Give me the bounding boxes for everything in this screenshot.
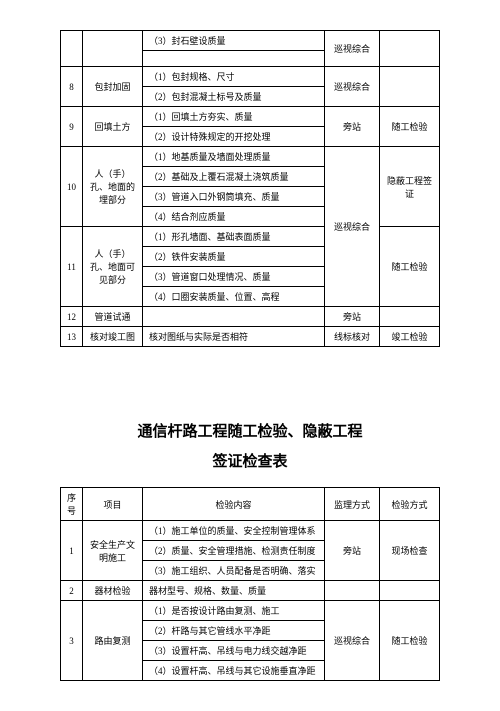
inspection-table-2: 序号 项目 检验内容 监理方式 检验方式 1 安全生产文明施工 （1）施工单位的… bbox=[60, 487, 440, 681]
content-cell: （3）管道窗口处理情况、质量 bbox=[143, 267, 325, 287]
method-cell: 旁站 bbox=[325, 521, 380, 581]
proj-cell: 核对竣工图 bbox=[83, 327, 143, 347]
proj-cell: 回填土方 bbox=[83, 107, 143, 147]
proj-cell: 器材检验 bbox=[83, 581, 143, 601]
proj-cell: 安全生产文明施工 bbox=[83, 521, 143, 581]
check-cell bbox=[380, 67, 440, 107]
row-num: 3 bbox=[61, 601, 83, 681]
content-cell: （2）杆路与其它管线水平净距 bbox=[143, 621, 325, 641]
content-cell: （3）设置杆高、吊线与电力线交越净距 bbox=[143, 641, 325, 661]
content-cell bbox=[143, 307, 325, 327]
method-cell: 巡视综合 bbox=[325, 601, 380, 681]
content-cell: （1）回填土方夯实、质量 bbox=[143, 107, 325, 127]
row-num: 9 bbox=[61, 107, 83, 147]
inspection-table-1b: 8 包封加固 （1）包封规格、尺寸 巡视综合 （2）包封混凝土标号及质量 9 回… bbox=[60, 66, 440, 347]
check-cell: 隐蔽工程签证 bbox=[380, 147, 440, 227]
row-num: 11 bbox=[61, 227, 83, 307]
content-cell: （1）施工单位的质量、安全控制管理体系 bbox=[143, 521, 325, 541]
method-cell: 旁站 bbox=[325, 307, 380, 327]
title-line-1: 通信杆路工程随工检验、隐蔽工程 bbox=[60, 417, 440, 447]
content-cell: （2）设计特殊规定的开挖处理 bbox=[143, 127, 325, 147]
content-cell: （1）形孔墙面、基础表面质量 bbox=[143, 227, 325, 247]
check-cell: 现场检查 bbox=[380, 521, 440, 581]
method-cell bbox=[325, 581, 380, 601]
method-cell: 线标核对 bbox=[325, 327, 380, 347]
row-num: 10 bbox=[61, 147, 83, 227]
content-cell: 核对图纸与实际是否相符 bbox=[143, 327, 325, 347]
content-cell: （3）封石壁设质量 bbox=[143, 31, 325, 51]
row-num bbox=[61, 31, 83, 67]
check-cell: 竣工检验 bbox=[380, 327, 440, 347]
method-cell: 旁站 bbox=[325, 107, 380, 147]
content-cell: （4）结合剂应质量 bbox=[143, 207, 325, 227]
proj-cell: 人（手）孔、地面的埋部分 bbox=[83, 147, 143, 227]
method-cell: 巡视综合 bbox=[325, 147, 380, 307]
check-cell bbox=[380, 31, 440, 67]
check-cell bbox=[380, 581, 440, 601]
proj-cell: 路由复测 bbox=[83, 601, 143, 681]
header-method: 监理方式 bbox=[325, 488, 380, 521]
page-title: 通信杆路工程随工检验、隐蔽工程 签证检查表 bbox=[60, 417, 440, 477]
row-num: 2 bbox=[61, 581, 83, 601]
check-cell: 随工检验 bbox=[380, 107, 440, 147]
content-cell: （2）基础及上覆石混凝土浇筑质量 bbox=[143, 167, 325, 187]
row-num: 13 bbox=[61, 327, 83, 347]
content-cell: （4）口圈安装质量、位置、高程 bbox=[143, 287, 325, 307]
row-num: 8 bbox=[61, 67, 83, 107]
method-cell: 巡视综合 bbox=[325, 31, 380, 67]
content-cell: （1）地基质量及墙面处理质量 bbox=[143, 147, 325, 167]
content-cell: （3）施工组织、人员配备是否明确、落实 bbox=[143, 561, 325, 581]
content-cell: （2）包封混凝土标号及质量 bbox=[143, 87, 325, 107]
header-content: 检验内容 bbox=[143, 488, 325, 521]
header-proj: 项目 bbox=[83, 488, 143, 521]
content-cell bbox=[143, 51, 325, 67]
row-num: 1 bbox=[61, 521, 83, 581]
content-cell: （1）包封规格、尺寸 bbox=[143, 67, 325, 87]
proj-cell bbox=[83, 31, 143, 67]
content-cell: （4）设置杆高、吊线与其它设施垂直净距 bbox=[143, 661, 325, 681]
content-cell: （2）铁件安装质量 bbox=[143, 247, 325, 267]
check-cell bbox=[380, 307, 440, 327]
header-check: 检验方式 bbox=[380, 488, 440, 521]
inspection-table-1: （3）封石壁设质量 巡视综合 bbox=[60, 30, 440, 67]
check-cell: 随工检验 bbox=[380, 227, 440, 307]
proj-cell: 包封加固 bbox=[83, 67, 143, 107]
content-cell: （3）管道入口外钢筒填充、质量 bbox=[143, 187, 325, 207]
header-num: 序号 bbox=[61, 488, 83, 521]
proj-cell: 人（手）孔、地面可见部分 bbox=[83, 227, 143, 307]
content-cell: （2）质量、安全管理措施、检测责任制度 bbox=[143, 541, 325, 561]
proj-cell: 管道试通 bbox=[83, 307, 143, 327]
title-line-2: 签证检查表 bbox=[60, 447, 440, 477]
row-num: 12 bbox=[61, 307, 83, 327]
content-cell: （1）是否按设计路由复测、施工 bbox=[143, 601, 325, 621]
check-cell: 随工检验 bbox=[380, 601, 440, 681]
content-cell: 器材型号、规格、数量、质量 bbox=[143, 581, 325, 601]
method-cell: 巡视综合 bbox=[325, 67, 380, 107]
